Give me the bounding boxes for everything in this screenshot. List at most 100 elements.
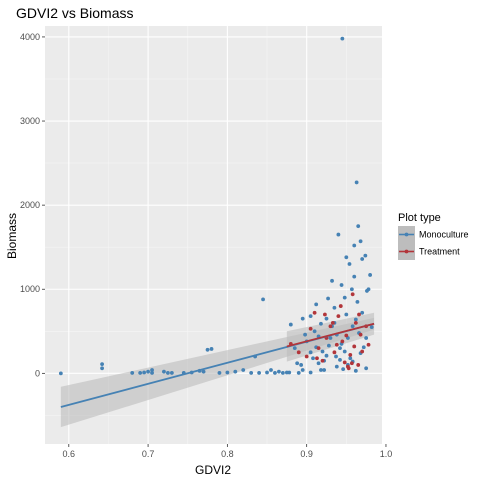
data-point [225, 370, 230, 375]
data-point [336, 232, 341, 237]
data-point [138, 371, 143, 375]
data-point [356, 363, 361, 367]
data-point [352, 243, 357, 248]
data-point [352, 344, 357, 349]
data-point [100, 366, 104, 371]
data-point [146, 369, 150, 374]
data-point [357, 312, 361, 317]
grid-minor [45, 26, 382, 444]
legend-label: Treatment [419, 247, 460, 257]
data-point [58, 371, 63, 376]
data-point [330, 320, 335, 325]
data-point [328, 324, 333, 329]
data-point [308, 350, 313, 355]
y-axis-title: Biomass [5, 213, 19, 259]
x-tick-label: 0.8 [221, 449, 234, 459]
data-point [346, 366, 351, 371]
data-point [338, 346, 342, 351]
data-point [354, 180, 359, 185]
data-point [308, 314, 313, 319]
data-point [150, 371, 154, 375]
data-point [366, 342, 371, 347]
data-point [162, 369, 166, 374]
legend: Plot type Monoculture Treatment [398, 212, 469, 260]
data-point [316, 346, 321, 351]
data-point [348, 356, 353, 361]
data-point [340, 36, 345, 41]
data-point [324, 316, 329, 321]
legend-key-point [404, 232, 409, 237]
data-point [315, 356, 319, 361]
data-point [352, 274, 357, 279]
data-point [265, 370, 269, 375]
data-point [334, 342, 339, 347]
data-point [319, 321, 323, 326]
data-point [299, 363, 304, 367]
data-point [358, 239, 363, 244]
data-point [326, 343, 331, 348]
y-axis: 0 1000 2000 3000 4000 [20, 32, 45, 378]
x-axis-title: GDVI2 [195, 463, 231, 477]
data-point [308, 326, 313, 331]
data-point [349, 361, 354, 366]
data-point [344, 312, 349, 317]
data-point [334, 364, 339, 369]
data-point [330, 278, 334, 283]
data-point [361, 345, 366, 350]
data-point [332, 305, 337, 310]
x-tick-label: 0.6 [63, 449, 76, 459]
data-point [349, 287, 354, 292]
x-axis: 0.6 0.7 0.8 0.9 1.0 [63, 444, 393, 459]
data-point [368, 273, 373, 277]
data-point [304, 354, 309, 359]
data-point [142, 370, 147, 375]
legend-title: Plot type [398, 212, 441, 224]
data-point [169, 371, 174, 375]
y-tick-label: 0 [35, 368, 40, 378]
x-tick-label: 0.9 [300, 449, 313, 459]
data-point [360, 257, 365, 261]
data-point [205, 347, 210, 352]
data-point [312, 329, 317, 334]
data-point [303, 332, 307, 337]
data-point [249, 371, 254, 375]
data-point [347, 262, 352, 266]
data-point [344, 255, 349, 260]
x-tick-label: 0.7 [142, 449, 155, 459]
data-point [316, 361, 321, 366]
data-point [201, 369, 206, 374]
data-point [338, 357, 342, 362]
data-point [326, 296, 330, 301]
data-point [336, 314, 341, 319]
data-point [339, 283, 344, 287]
data-point [350, 324, 355, 329]
data-point [314, 302, 319, 307]
x-tick-label: 1.0 [380, 449, 393, 459]
data-point [280, 371, 285, 375]
data-point [338, 304, 343, 308]
data-point [360, 349, 365, 354]
legend-key-point [404, 249, 409, 254]
data-point [277, 369, 281, 374]
data-point [322, 368, 327, 372]
data-point [288, 322, 293, 327]
legend-items: Monoculture Treatment [398, 226, 469, 260]
data-point [342, 295, 347, 300]
y-tick-label: 2000 [20, 200, 40, 210]
data-point [364, 366, 369, 371]
data-point [353, 317, 358, 322]
data-point [344, 333, 349, 338]
data-point [261, 297, 265, 302]
data-point [300, 316, 305, 321]
data-point [366, 287, 371, 292]
data-point [233, 369, 238, 374]
data-point [353, 320, 358, 325]
y-tick-label: 1000 [20, 284, 40, 294]
data-point [287, 370, 292, 375]
data-point [295, 361, 300, 366]
data-point [311, 356, 315, 361]
data-point [353, 368, 358, 373]
data-point [341, 367, 346, 372]
data-point [308, 370, 313, 375]
data-point [100, 362, 104, 367]
